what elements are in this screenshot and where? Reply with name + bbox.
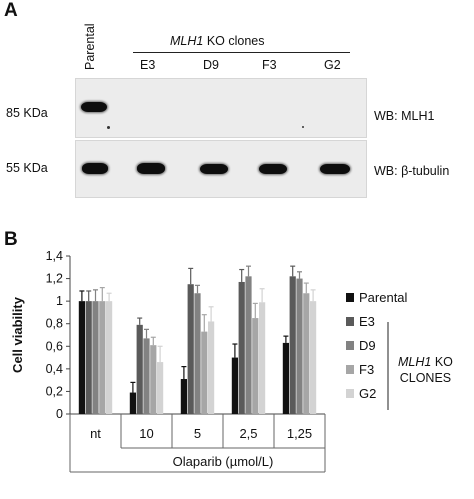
x-axis-title: Olaparib (µmol/L) [173,454,274,469]
bar [99,301,106,414]
bar [187,284,194,414]
bar [143,338,150,414]
ko-gene-name: MLH1 [170,34,204,48]
legend-label: D9 [359,338,376,353]
y-tick-label: 0,4 [46,362,63,376]
bar [106,301,113,414]
x-tick-label: 1,25 [287,426,312,441]
bar [157,362,164,414]
y-tick-label: 0,2 [46,384,63,398]
legend-group-label: MLH1 KO CLONES [398,354,453,386]
bar [201,331,208,414]
y-tick-label: 0,6 [46,339,63,353]
mw-marker-85: 85 KDa [6,106,48,120]
bar [129,392,136,414]
blot-speck [107,126,110,129]
bar [231,357,238,414]
legend-group-gene: MLH1 [398,355,432,369]
wb-tubulin-label: WB: β-tubulin [374,164,450,178]
legend-label: Parental [359,290,408,305]
tubulin-band-g2 [320,164,350,174]
x-tick-label: 5 [194,426,201,441]
bar [245,276,252,414]
y-tick-label: 0 [56,407,63,421]
lane-label-d9: D9 [203,58,219,72]
bar [310,301,317,414]
bar [85,301,92,414]
bar [296,278,303,414]
y-tick-label: 1,2 [46,272,63,286]
bar [282,342,289,414]
blot-speck [302,126,304,128]
lane-label-g2: G2 [324,58,341,72]
y-tick-label: 0,8 [46,317,63,331]
legend-label: G2 [359,386,376,401]
bar [180,379,187,414]
tubulin-band-e3 [137,163,165,174]
legend-swatch [346,317,354,326]
lane-label-f3: F3 [262,58,277,72]
mw-marker-55: 55 KDa [6,161,48,175]
legend-label: E3 [359,314,375,329]
bar [303,293,310,414]
legend-swatch [346,293,354,302]
ko-clones-header: MLH1 KO clones [170,34,264,48]
ko-clones-text: KO clones [203,34,265,48]
x-tick-label: 2,5 [239,426,257,441]
mlh1-blot [75,78,367,138]
legend-group-ko: KO [431,355,453,369]
legend-label: F3 [359,362,374,377]
bar [92,301,99,414]
tubulin-band-d9 [200,164,228,174]
bar [136,324,143,414]
clones-bracket-line [133,52,350,53]
legend-group-clones: CLONES [399,371,452,385]
wb-mlh1-label: WB: MLH1 [374,109,435,123]
bar [78,301,85,414]
x-tick-label: 10 [139,426,153,441]
tubulin-band-parental [82,163,108,174]
panel-a-letter: A [4,0,18,21]
bar [194,293,201,414]
bar [252,318,259,414]
mlh1-band-parental [81,102,107,112]
tubulin-band-f3 [259,164,287,174]
bar [238,281,245,414]
lane-label-e3: E3 [140,58,156,72]
bar [208,321,215,414]
bar [259,302,266,414]
x-tick-label: nt [90,426,101,441]
y-tick-label: 1,4 [46,249,63,263]
bar [289,276,296,414]
panel-b-letter: B [4,229,18,250]
y-axis-title: Cell viability [10,296,25,373]
legend-swatch [346,389,354,398]
legend-swatch [346,341,354,350]
legend-swatch [346,365,354,374]
bar [150,345,157,414]
y-tick-label: 1 [56,294,63,308]
